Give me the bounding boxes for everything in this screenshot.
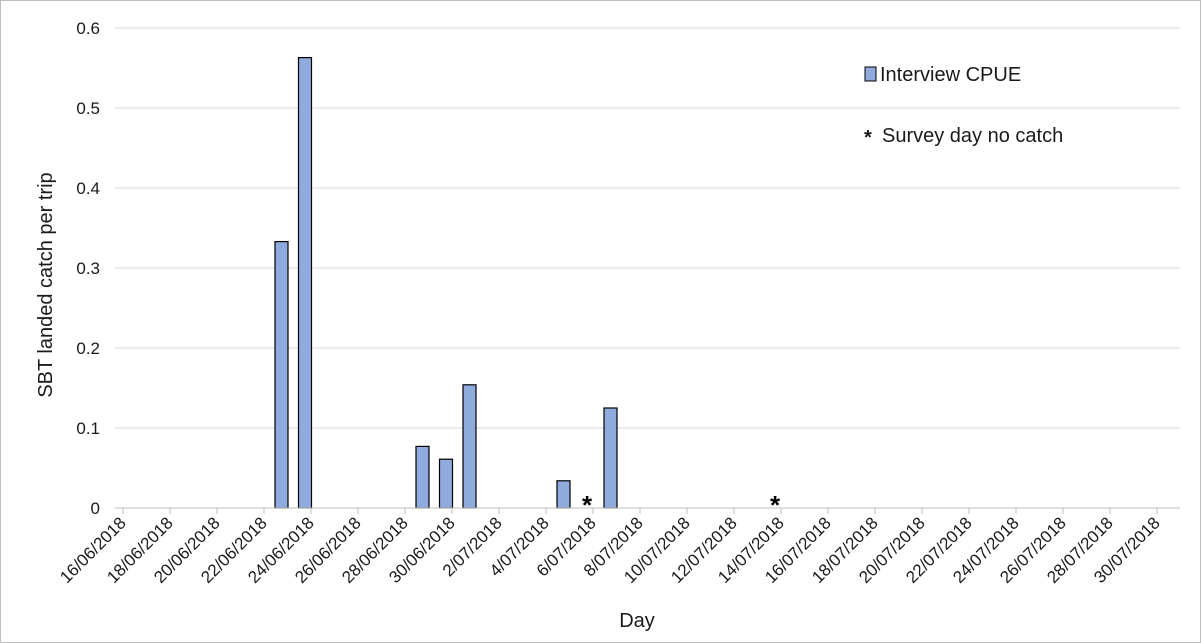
legend-label-no-catch: Survey day no catch (882, 125, 1063, 147)
no-catch-marker: * (582, 490, 593, 520)
legend-swatch-interview-cpue (864, 66, 877, 82)
bar (556, 480, 571, 509)
legend-marker-asterisk: * (864, 127, 872, 149)
bar (415, 445, 430, 509)
y-tick-label: 0.2 (76, 339, 100, 358)
bar (462, 384, 477, 509)
no-catch-markers: * * (582, 490, 781, 520)
gridlines (115, 27, 1180, 429)
y-tick-label: 0.1 (76, 419, 100, 438)
y-axis-title: SBT landed catch per trip (35, 172, 57, 397)
y-tick-label: 0.6 (76, 19, 100, 38)
y-tick-label: 0.5 (76, 99, 100, 118)
bar (297, 56, 313, 509)
y-tick-label: 0.3 (76, 259, 100, 278)
bars (274, 56, 618, 509)
legend: Interview CPUE * Survey day no catch (864, 64, 1063, 149)
legend-label-interview-cpue: Interview CPUE (880, 64, 1021, 86)
x-ticks: 16/06/201818/06/201820/06/201822/06/2018… (56, 508, 1164, 587)
y-tick-label: 0.4 (76, 179, 100, 198)
x-axis-title: Day (619, 610, 655, 632)
y-ticks: 0 0.1 0.2 0.3 0.4 0.5 0.6 (76, 19, 100, 518)
bar (438, 458, 454, 509)
bar (603, 407, 618, 509)
y-tick-label: 0 (91, 499, 100, 518)
bar (274, 241, 289, 509)
no-catch-marker: * (770, 490, 781, 520)
